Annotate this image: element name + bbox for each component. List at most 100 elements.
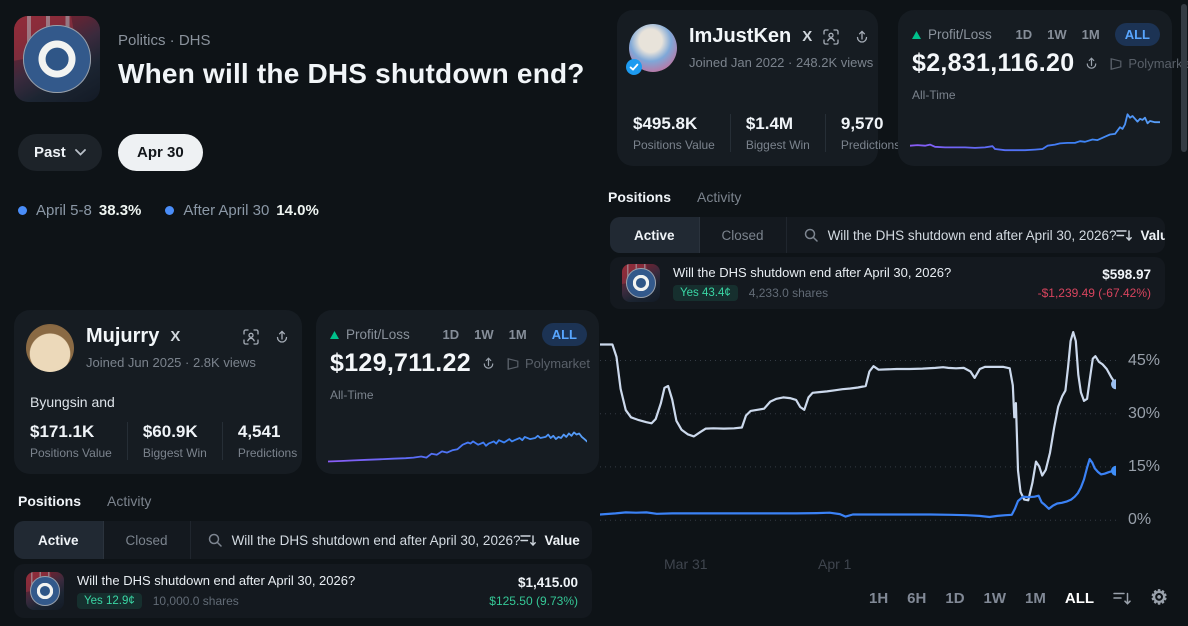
range-6h[interactable]: 6H: [907, 589, 927, 607]
scrollbar[interactable]: [1181, 4, 1187, 152]
sort-by-value[interactable]: Value: [1116, 228, 1165, 243]
y-axis-tick: 45%: [1128, 352, 1161, 369]
range-1w[interactable]: 1W: [1047, 27, 1067, 42]
range-1w[interactable]: 1W: [983, 589, 1007, 607]
tab-activity[interactable]: Activity: [107, 493, 152, 509]
range-1d[interactable]: 1D: [1015, 27, 1033, 42]
range-1w[interactable]: 1W: [474, 327, 494, 342]
stat-biggest-win: $60.9K Biggest Win: [126, 422, 222, 460]
stat-label: Positions Value: [30, 446, 112, 460]
position-value: $1,415.00: [517, 574, 578, 590]
stat-predictions: 9,570 Predictions: [824, 114, 915, 152]
legend-item-april-5-8[interactable]: April 5-8 38.3%: [18, 202, 141, 219]
gear-icon[interactable]: ⚙: [1150, 587, 1168, 609]
sort-by-value[interactable]: Value: [520, 533, 580, 548]
left-column: Politics · DHS When will the DHS shutdow…: [0, 0, 600, 626]
polymarket-watermark: Polymarket: [1109, 56, 1188, 71]
scan-profile-icon[interactable]: [823, 28, 839, 45]
position-side-badge: Yes 12.9¢: [77, 593, 142, 609]
position-row[interactable]: Will the DHS shutdown end after April 30…: [14, 564, 592, 618]
stat-value: $495.8K: [633, 114, 698, 133]
legend-value: 14.0%: [276, 202, 319, 219]
legend-value: 38.3%: [98, 202, 142, 219]
position-pnl: $125.50 (9.73%): [489, 593, 578, 608]
share-pnl-icon[interactable]: [1084, 56, 1099, 71]
range-all[interactable]: ALL: [541, 323, 587, 346]
share-profile-icon[interactable]: [274, 329, 290, 345]
profile-joined-meta: Joined Jan 2022 · 248.2K views: [689, 55, 874, 70]
tab-activity[interactable]: Activity: [697, 189, 742, 205]
range-all[interactable]: ALL: [1114, 23, 1160, 46]
share-profile-icon[interactable]: [854, 29, 870, 45]
position-market-logo: [622, 264, 660, 302]
range-1m[interactable]: 1M: [1025, 589, 1046, 607]
position-value: $598.97: [1102, 266, 1151, 282]
range-1d[interactable]: 1D: [945, 589, 965, 607]
scan-profile-icon[interactable]: [243, 328, 259, 345]
position-market-logo: [26, 572, 64, 610]
legend-label: April 5-8: [36, 202, 92, 219]
profile-card-mujurry: Mujurry X Joined Jun 2025 · 2.8K views B…: [14, 310, 302, 474]
avatar[interactable]: [26, 324, 74, 372]
sort-descending-icon[interactable]: [1113, 591, 1131, 606]
positions-toolbar: Active Closed Will the DHS shutdown end …: [610, 217, 1165, 253]
position-shares: 10,000.0 shares: [152, 594, 239, 608]
pnl-card-imjustken: Profit/Loss 1D 1W 1M ALL $2,831,116.20 P…: [898, 10, 1188, 166]
profile-stats: $171.1K Positions Value $60.9K Biggest W…: [30, 422, 298, 460]
position-row[interactable]: Will the DHS shutdown end after April 30…: [610, 257, 1165, 309]
x-twitter-icon[interactable]: X: [170, 328, 181, 345]
search-icon: [804, 228, 818, 242]
up-triangle-icon: [330, 330, 339, 339]
filter-closed[interactable]: Closed: [700, 217, 787, 253]
legend-dot-icon: [18, 206, 27, 215]
stat-value: 9,570: [840, 114, 884, 133]
range-all[interactable]: ALL: [1064, 589, 1095, 607]
stat-value: $1.4M: [745, 114, 794, 133]
filter-active[interactable]: Active: [610, 217, 700, 253]
dhs-seal-icon: [30, 576, 60, 606]
avatar[interactable]: [626, 24, 677, 75]
up-triangle-icon: [912, 30, 921, 39]
positions-activity-tabs: Positions Activity: [18, 493, 151, 509]
profile-card-imjustken: ImJustKen X Joined Jan 2022 · 248.2K vie…: [617, 10, 900, 166]
positions-activity-tabs: Positions Activity: [608, 189, 741, 205]
search-input[interactable]: Will the DHS shutdown end after April 30…: [208, 532, 521, 548]
profile-stats: $495.8K Positions Value $1.4M Biggest Wi…: [633, 114, 900, 152]
share-pnl-icon[interactable]: [481, 356, 496, 371]
search-query-text: Will the DHS shutdown end after April 30…: [231, 532, 521, 548]
pnl-period: All-Time: [912, 88, 956, 102]
stat-value: $60.9K: [142, 422, 198, 441]
profile-name[interactable]: ImJustKen: [689, 25, 792, 47]
y-axis-tick: 0%: [1128, 511, 1152, 528]
y-axis-tick: 15%: [1128, 458, 1161, 475]
range-1m[interactable]: 1M: [508, 327, 527, 342]
tab-positions[interactable]: Positions: [18, 493, 82, 509]
profile-name[interactable]: Mujurry: [86, 325, 160, 347]
stat-positions-value: $495.8K Positions Value: [633, 114, 730, 152]
pnl-label: Profit/Loss: [346, 327, 410, 342]
position-title[interactable]: Will the DHS shutdown end after April 30…: [673, 265, 952, 280]
date-filter-pill[interactable]: Apr 30: [118, 134, 203, 171]
stat-label: Predictions: [237, 446, 298, 460]
position-pnl: -$1,239.49 (-67.42%): [1037, 285, 1151, 300]
stat-label: Biggest Win: [745, 138, 810, 152]
pnl-amount: $129,711.22: [330, 349, 471, 377]
breadcrumb[interactable]: Politics · DHS: [118, 32, 211, 49]
range-1m[interactable]: 1M: [1081, 27, 1100, 42]
filter-active[interactable]: Active: [14, 521, 104, 559]
legend-item-after-april-30[interactable]: After April 30 14.0%: [165, 202, 319, 219]
stat-label: Biggest Win: [142, 446, 207, 460]
x-twitter-icon[interactable]: X: [802, 28, 813, 45]
past-dropdown[interactable]: Past: [18, 134, 102, 171]
chart-legend: April 5-8 38.3% After April 30 14.0%: [18, 202, 319, 219]
search-input[interactable]: Will the DHS shutdown end after April 30…: [804, 228, 1116, 243]
odds-chart[interactable]: [600, 325, 1116, 545]
chart-range-controls: 1H 6H 1D 1W 1M ALL ⚙: [869, 588, 1168, 608]
range-1h[interactable]: 1H: [868, 589, 889, 607]
pnl-amount: $2,831,116.20: [912, 49, 1075, 77]
position-title[interactable]: Will the DHS shutdown end after April 30…: [77, 573, 356, 588]
tab-positions[interactable]: Positions: [608, 189, 672, 205]
filter-closed[interactable]: Closed: [104, 521, 191, 559]
verified-badge-icon: [626, 59, 642, 75]
range-1d[interactable]: 1D: [442, 327, 460, 342]
